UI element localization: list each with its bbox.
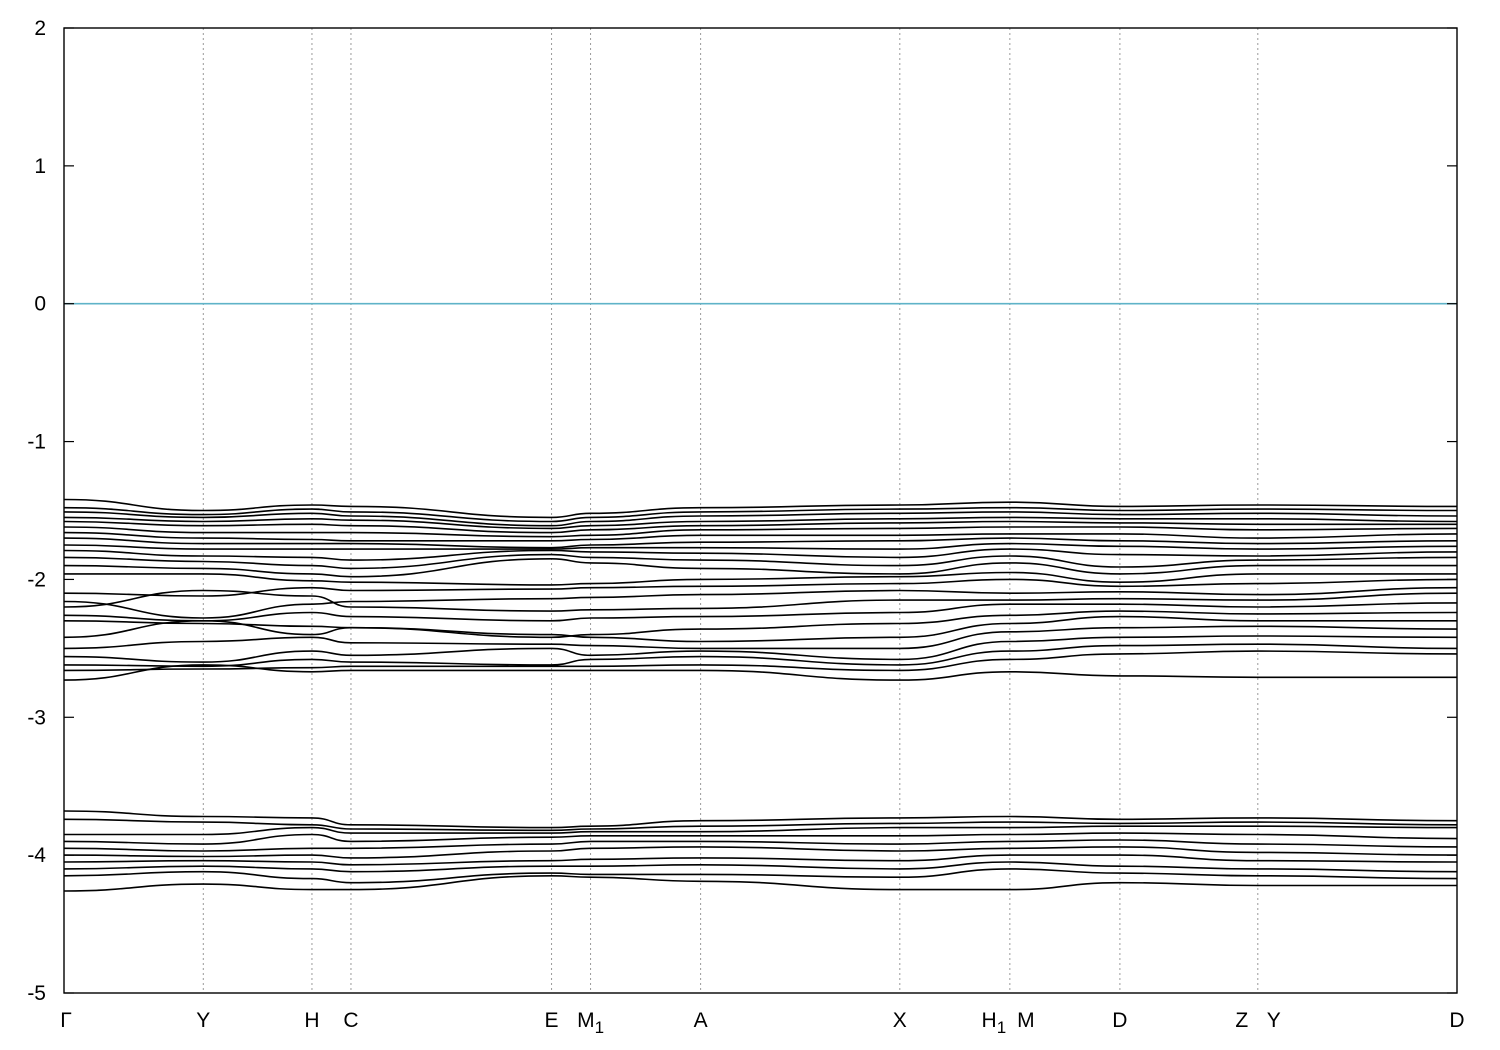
- band-line: [63, 650, 1458, 672]
- kpoint-label: Z: [1235, 1009, 1248, 1032]
- kpoint-label: Y: [196, 1009, 210, 1032]
- kpoint-label: E: [545, 1009, 559, 1032]
- kpoint-label: H: [304, 1009, 319, 1032]
- band-line: [63, 839, 1458, 852]
- band-line: [64, 571, 1457, 586]
- band-line: [63, 818, 1458, 832]
- band-line: [63, 542, 1458, 550]
- band-line: [63, 874, 1457, 892]
- band-line: [63, 643, 1458, 668]
- band-line: [63, 810, 1458, 829]
- y-tick-label: 2: [34, 17, 46, 40]
- y-axis-ticks: 2 1 0 -1 -2 -3 -4 -5: [27, 17, 1457, 1005]
- kpoint-label: Y: [1267, 1009, 1281, 1032]
- band-line: [63, 589, 1458, 612]
- band-line: [63, 578, 1458, 597]
- kpoint-label: A: [694, 1009, 708, 1032]
- band-line: [63, 615, 1457, 643]
- band-line: [64, 825, 1458, 836]
- y-tick-label: -3: [27, 706, 46, 729]
- band-line: [63, 854, 1458, 866]
- plot-frame: [63, 27, 1458, 994]
- band-line: [63, 846, 1458, 859]
- y-tick-label: 0: [34, 293, 46, 316]
- kpoint-label: D: [1112, 1009, 1127, 1032]
- kpoint-label: M: [1017, 1009, 1035, 1032]
- band-line: [63, 548, 1458, 561]
- y-tick-label: -5: [27, 982, 46, 1005]
- band-line: [63, 537, 1458, 549]
- band-line: [63, 625, 1458, 650]
- band-line: [63, 610, 1458, 639]
- kpoint-label: D: [1449, 1009, 1464, 1032]
- band-line: [63, 602, 1458, 622]
- band-line: [63, 520, 1457, 534]
- kpoint-label: C: [343, 1009, 358, 1032]
- band-line: [63, 516, 1458, 530]
- kpoint-separator-lines: [202, 28, 1259, 993]
- y-tick-label: -4: [27, 844, 46, 867]
- band-line: [63, 506, 1458, 523]
- band-line: [63, 553, 1458, 570]
- y-tick-label: -2: [27, 568, 46, 591]
- band-line: [63, 531, 1458, 542]
- band-line: [63, 586, 1458, 619]
- band-line: [63, 557, 1457, 578]
- band-line: [63, 635, 1458, 663]
- band-line: [63, 664, 1457, 681]
- kpoint-label: X: [893, 1009, 907, 1032]
- y-tick-label: -1: [27, 431, 46, 454]
- band-line: [63, 511, 1458, 527]
- band-line: [63, 832, 1458, 845]
- band-line: [63, 498, 1458, 519]
- y-tick-label: 1: [34, 155, 46, 178]
- band-line: [63, 868, 1458, 884]
- band-series: [63, 498, 1458, 892]
- kpoint-label: Γ: [60, 1009, 72, 1032]
- band-line: [63, 861, 1458, 873]
- band-line: [63, 526, 1458, 538]
